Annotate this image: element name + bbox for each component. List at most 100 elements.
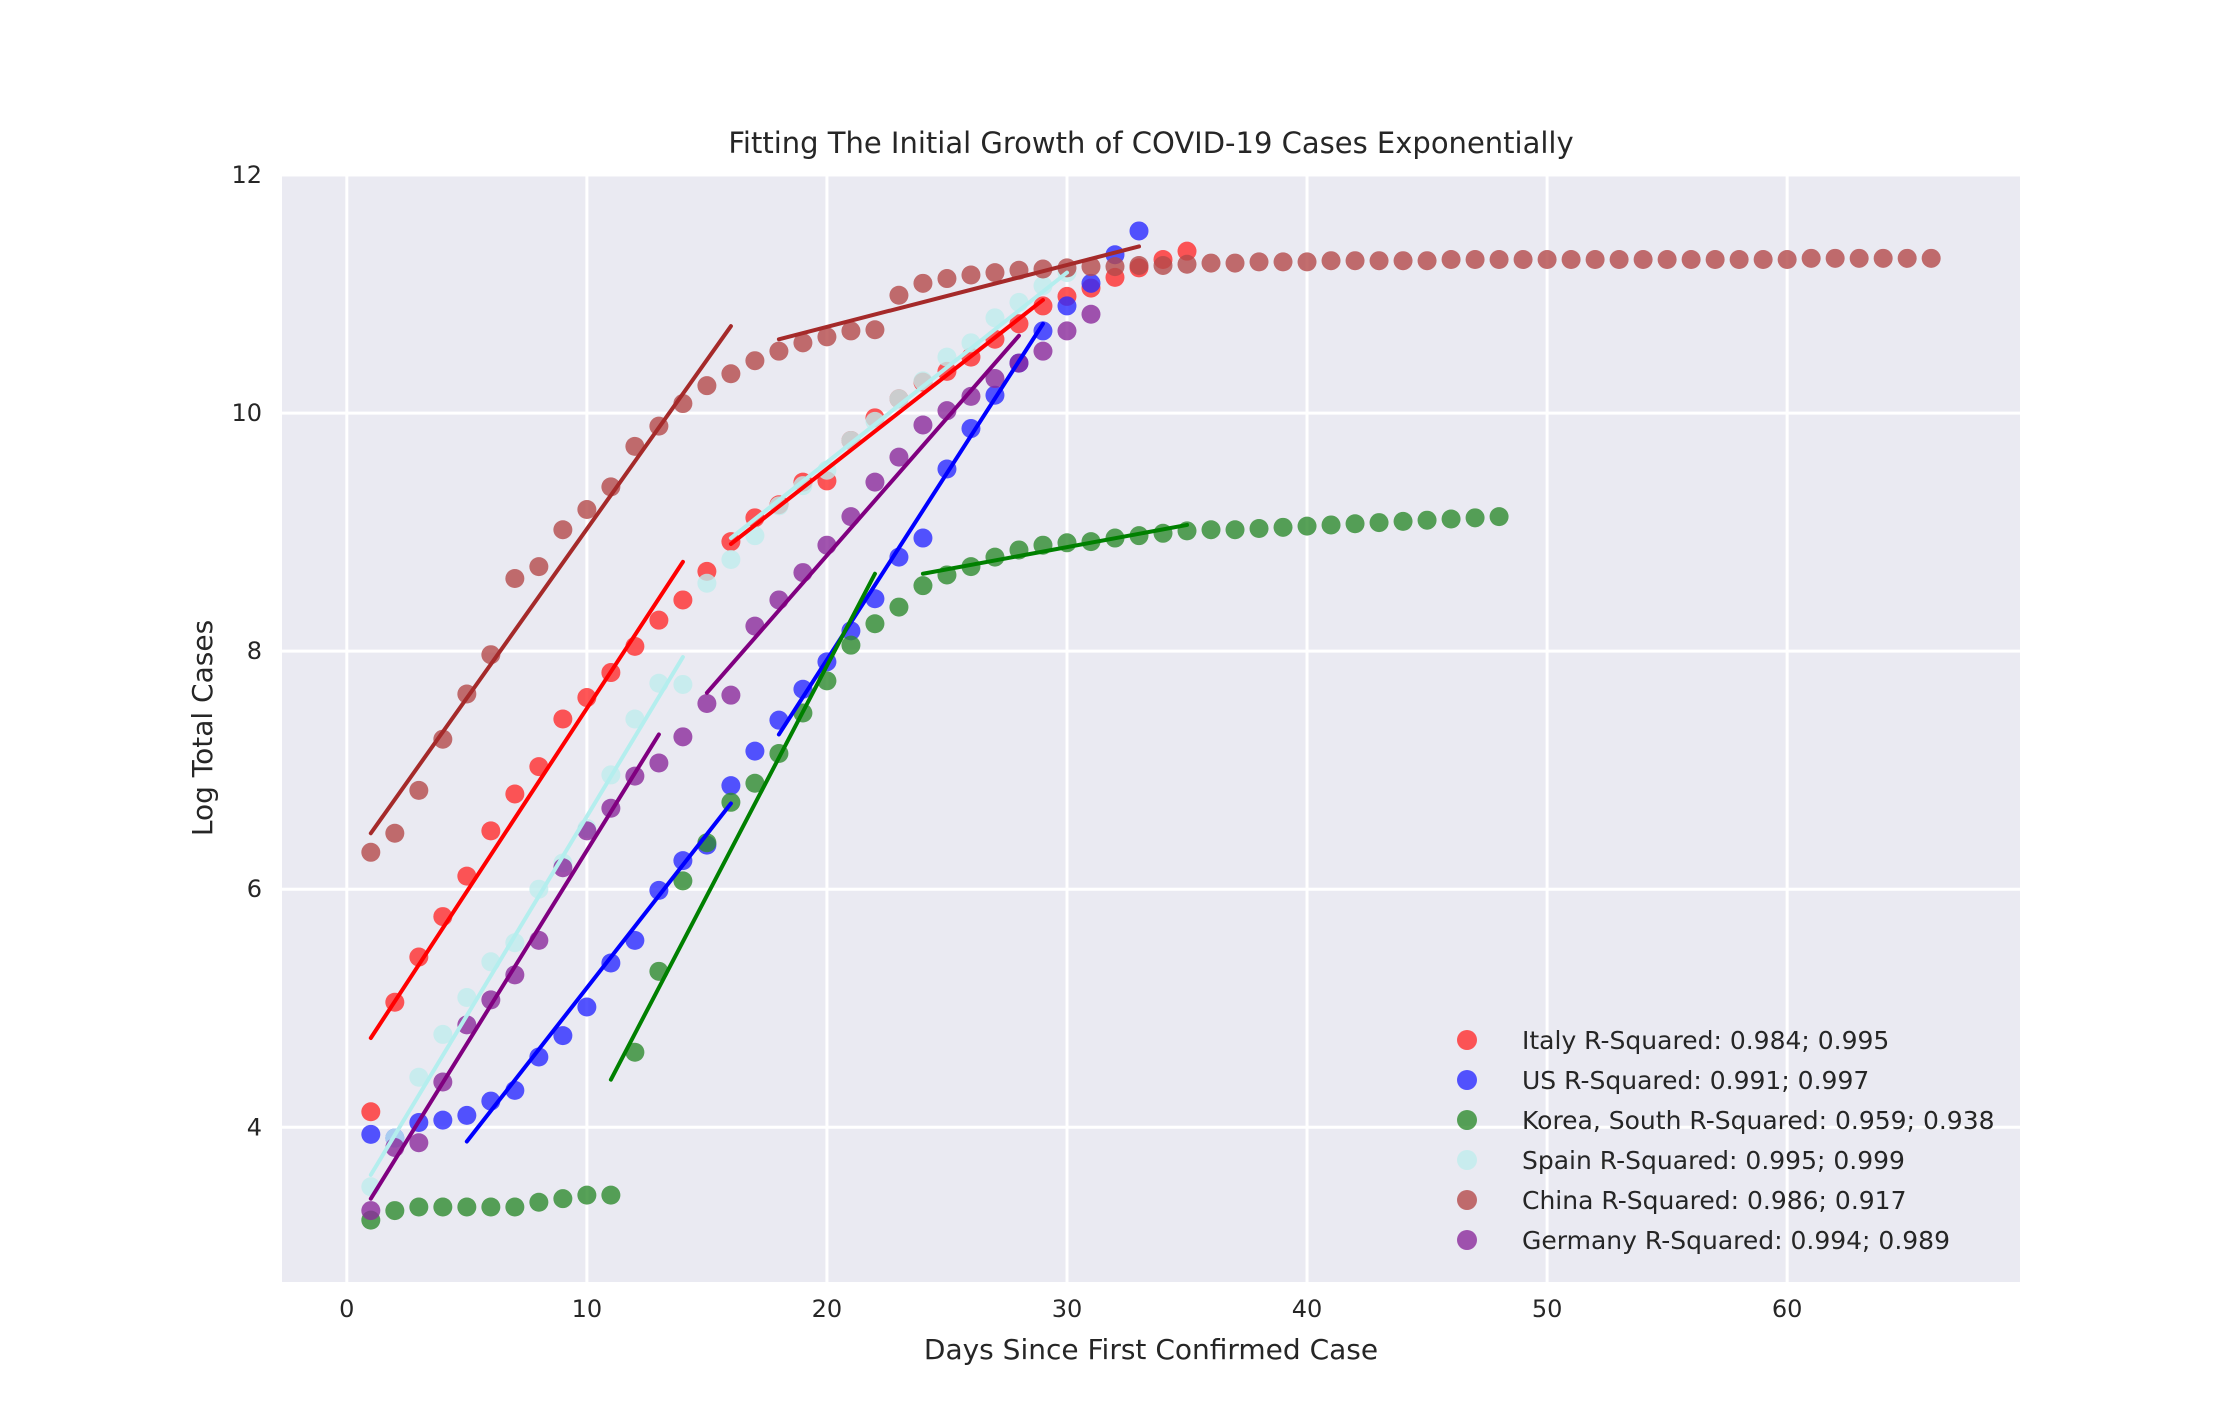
data-point [913, 273, 933, 293]
data-point [1489, 507, 1509, 527]
data-point [1249, 252, 1269, 272]
x-tick-labels: 0 10 20 30 40 50 60 [339, 1295, 1802, 1323]
data-point [409, 1133, 429, 1153]
data-point [913, 415, 933, 435]
data-point [1033, 341, 1053, 361]
data-point [1441, 509, 1461, 529]
data-point [361, 842, 381, 862]
y-tick-label: 12 [231, 161, 262, 189]
fit-line [920, 522, 1190, 576]
data-point [361, 1102, 381, 1122]
data-point [1633, 250, 1653, 270]
data-point [961, 265, 981, 285]
data-point [889, 597, 909, 617]
data-point [1153, 255, 1173, 275]
legend-marker [1457, 1030, 1477, 1050]
data-point [457, 1197, 477, 1217]
data-point [1657, 250, 1677, 270]
data-point [673, 674, 693, 694]
data-point [1369, 251, 1389, 271]
data-point [1417, 510, 1437, 530]
data-point [361, 1124, 381, 1144]
data-point [409, 947, 429, 967]
data-point [1681, 250, 1701, 270]
data-point [817, 327, 837, 347]
data-point [361, 1201, 381, 1221]
data-point [505, 569, 525, 589]
data-point [1081, 273, 1101, 293]
data-point [721, 776, 741, 796]
data-point [1177, 241, 1197, 261]
x-tick-label: 60 [1772, 1295, 1803, 1323]
data-point [745, 773, 765, 793]
x-axis-label: Days Since First Confirmed Case [924, 1333, 1378, 1366]
x-tick-label: 10 [572, 1295, 603, 1323]
y-tick-label: 8 [247, 637, 262, 665]
data-point [1465, 508, 1485, 528]
x-tick-label: 40 [1292, 1295, 1323, 1323]
data-point [913, 528, 933, 548]
data-point [961, 333, 981, 353]
data-point [1561, 250, 1581, 270]
data-point [1441, 250, 1461, 270]
data-point [1873, 248, 1893, 268]
data-point [1537, 250, 1557, 270]
data-point [505, 965, 525, 985]
fit-line [368, 655, 685, 1177]
data-point [721, 549, 741, 569]
data-point [409, 1067, 429, 1087]
data-point [673, 590, 693, 610]
x-tick-label: 50 [1532, 1295, 1563, 1323]
x-tick-label: 30 [1052, 1295, 1083, 1323]
data-point [1057, 296, 1077, 316]
data-point [1825, 248, 1845, 268]
y-tick-label: 4 [247, 1113, 262, 1141]
fit-line [728, 297, 1045, 546]
data-point [865, 614, 885, 634]
data-point [553, 709, 573, 729]
data-point [505, 784, 525, 804]
data-point [481, 1197, 501, 1217]
data-point [505, 1197, 525, 1217]
x-tick-label: 20 [812, 1295, 843, 1323]
fit-line [728, 270, 1069, 541]
data-point [1033, 276, 1053, 296]
fit-line [368, 559, 685, 1040]
fit-line [368, 732, 661, 1201]
data-point [841, 635, 861, 655]
data-point [913, 371, 933, 391]
fit-lines [368, 244, 1190, 1201]
legend-label: Italy R-Squared: 0.984; 0.995 [1522, 1026, 1889, 1055]
data-point [1225, 520, 1245, 540]
data-point [697, 573, 717, 593]
data-point [1009, 314, 1029, 334]
data-point [433, 1197, 453, 1217]
legend-label: US R-Squared: 0.991; 0.997 [1522, 1066, 1869, 1095]
data-point [1801, 248, 1821, 268]
data-point [1489, 250, 1509, 270]
data-point [985, 263, 1005, 283]
data-point [601, 1185, 621, 1205]
data-point [649, 610, 669, 630]
data-point [985, 547, 1005, 567]
data-point [457, 1105, 477, 1125]
data-point [961, 419, 981, 439]
data-point [1297, 252, 1317, 272]
data-point [1081, 304, 1101, 324]
data-point [1225, 253, 1245, 273]
data-point [1897, 248, 1917, 268]
data-point [1249, 519, 1269, 539]
data-point [433, 1110, 453, 1130]
data-point [1273, 517, 1293, 537]
legend-marker [1457, 1150, 1477, 1170]
fit-line [776, 321, 1045, 737]
data-point [961, 386, 981, 406]
data-point [481, 821, 501, 841]
data-point [1273, 252, 1293, 272]
legend-marker [1457, 1110, 1477, 1130]
data-point [1129, 221, 1149, 241]
legend-label: Germany R-Squared: 0.994; 0.989 [1522, 1226, 1950, 1255]
data-point [1345, 251, 1365, 271]
legend-marker [1457, 1190, 1477, 1210]
data-point [673, 727, 693, 747]
